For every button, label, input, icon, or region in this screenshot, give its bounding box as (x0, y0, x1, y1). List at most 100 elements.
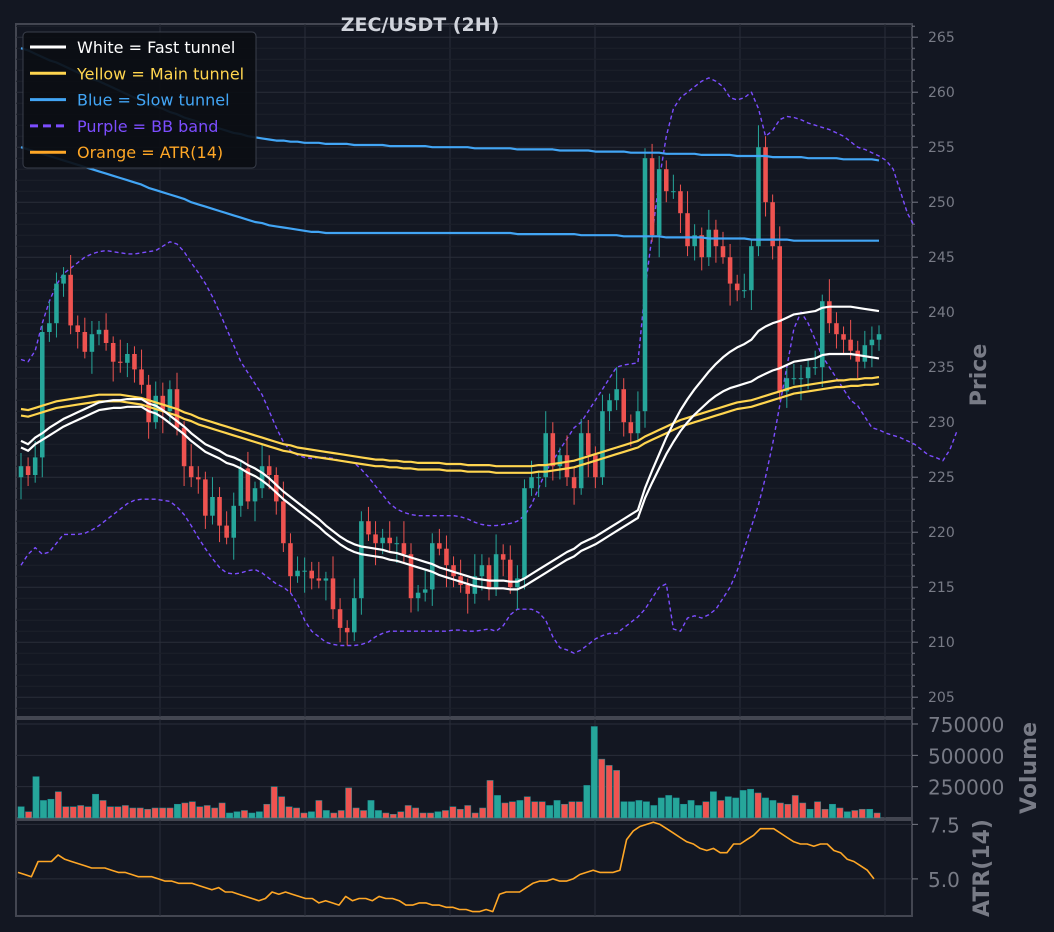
candle-body (351, 598, 357, 633)
volume-bar (233, 811, 241, 819)
candle-body (585, 433, 591, 456)
candle-body (96, 329, 102, 335)
y-tick-label: 220 (928, 525, 955, 541)
volume-bar (196, 806, 204, 819)
volume-bar (613, 770, 621, 819)
volume-bar (687, 800, 695, 819)
volume-bar (367, 800, 375, 819)
candle-body (507, 559, 513, 588)
volume-bar (77, 805, 85, 819)
candle-body (188, 466, 194, 478)
volume-bar (285, 806, 293, 819)
candle-body (564, 455, 570, 478)
candle-body (479, 565, 485, 577)
candle-body (557, 455, 563, 467)
legend-entry-label: Purple = BB band (77, 117, 218, 136)
volume-bar (54, 791, 62, 819)
candle-body (827, 301, 832, 324)
volume-bar (747, 788, 754, 819)
volume-bar (188, 801, 196, 819)
legend-entry-label: White = Fast tunnel (77, 38, 235, 57)
candle-body (309, 570, 315, 579)
volume-bar (419, 812, 427, 819)
candle-body (536, 477, 541, 479)
candle-body (876, 334, 882, 340)
volume-bar (643, 801, 650, 819)
candle-body (245, 468, 251, 502)
volume-bar (404, 805, 412, 819)
candle-body (330, 578, 336, 610)
candle-body (181, 427, 187, 467)
candle-body (699, 235, 705, 258)
candle-body (543, 433, 549, 478)
candle-body (642, 158, 648, 412)
candle-body (649, 158, 655, 236)
volume-bar (754, 792, 762, 819)
volume-bar (107, 806, 114, 819)
slow-tunnel-lower (20, 146, 879, 242)
volume-bar (92, 793, 99, 819)
volume-bar (315, 800, 323, 819)
volume-bar (25, 811, 32, 819)
legend-entry-label: Yellow = Main tunnel (76, 64, 244, 83)
volume-bar (784, 803, 792, 819)
volume-bar (427, 812, 434, 819)
candle-body (231, 505, 237, 538)
volume-bar (858, 808, 866, 819)
candle-body (578, 433, 584, 489)
candle-body (593, 455, 598, 478)
volume-bar (84, 806, 92, 819)
volume-bar (375, 810, 382, 819)
candle-body (741, 290, 747, 292)
candle-body (103, 329, 109, 343)
volume-bar (434, 811, 442, 819)
atr-tick-label: 7.5 (928, 813, 960, 837)
candle-body (344, 627, 350, 633)
candle-body (82, 332, 88, 352)
volume-bar (531, 801, 539, 819)
candle-body (522, 488, 527, 579)
candle-body (75, 325, 81, 332)
volume-bar (635, 800, 643, 819)
volume-bar (121, 805, 129, 819)
volume-bar (709, 791, 717, 819)
volume-bar (620, 801, 628, 819)
candle-body (47, 323, 52, 332)
y-tick-label: 230 (928, 415, 955, 431)
candle-body (203, 479, 208, 516)
volume-bar (255, 811, 263, 819)
volume-bar (814, 801, 821, 819)
candle-body (89, 334, 95, 352)
y-axis-label-volume: Volume (1017, 722, 1042, 814)
volume-bar (821, 808, 829, 819)
candle-body (437, 543, 442, 549)
volume-bar (32, 776, 40, 819)
volume-bar (873, 812, 881, 819)
candle-body (635, 411, 641, 434)
volume-bar (166, 807, 174, 819)
volume-bar (568, 801, 576, 819)
candle-body (798, 378, 804, 380)
candle-body (295, 570, 300, 577)
candle-body (252, 488, 258, 502)
legend-entry-label: Blue = Slow tunnel (77, 91, 230, 110)
legend: White = Fast tunnel Yellow = Main tunnel B… (22, 31, 257, 169)
candle-body (238, 468, 244, 506)
candle-body (18, 466, 24, 478)
candle-body (571, 477, 577, 489)
volume-tick-label: 250000 (928, 776, 1004, 800)
candle-body (429, 543, 435, 590)
candle-body (54, 283, 59, 324)
y-tick-label: 225 (928, 470, 955, 486)
volume-bar (456, 808, 464, 819)
atr-plot-area (15, 819, 913, 917)
candle-body (465, 585, 471, 594)
volume-bar (583, 785, 591, 819)
candle-body (529, 477, 534, 489)
price-panel: 205 210 215 220 225 230 235 240 245 250 255 260 265 P… (15, 23, 992, 718)
candle-body (550, 433, 556, 467)
candle-body (259, 466, 265, 489)
candle-body (281, 501, 286, 544)
volume-bar (263, 803, 271, 819)
